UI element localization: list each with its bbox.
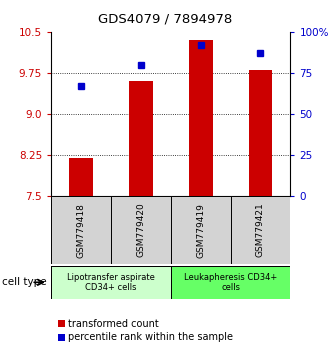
Bar: [129, 81, 153, 196]
Bar: [248, 70, 273, 196]
Text: GDS4079 / 7894978: GDS4079 / 7894978: [98, 12, 232, 25]
Bar: [171, 266, 290, 299]
Text: GSM779418: GSM779418: [77, 202, 85, 258]
Text: Lipotransfer aspirate
CD34+ cells: Lipotransfer aspirate CD34+ cells: [67, 273, 155, 292]
Bar: [111, 196, 171, 264]
Bar: [69, 158, 93, 196]
Text: GSM779420: GSM779420: [136, 203, 146, 257]
Bar: [51, 196, 111, 264]
Bar: [189, 40, 213, 196]
Text: Leukapheresis CD34+
cells: Leukapheresis CD34+ cells: [184, 273, 277, 292]
Text: GSM779419: GSM779419: [196, 202, 205, 258]
Text: GSM779421: GSM779421: [256, 203, 265, 257]
Text: transformed count: transformed count: [68, 319, 158, 329]
Text: cell type: cell type: [2, 277, 46, 287]
Bar: [51, 266, 171, 299]
Bar: [231, 196, 290, 264]
Bar: [171, 196, 231, 264]
Text: percentile rank within the sample: percentile rank within the sample: [68, 332, 233, 342]
